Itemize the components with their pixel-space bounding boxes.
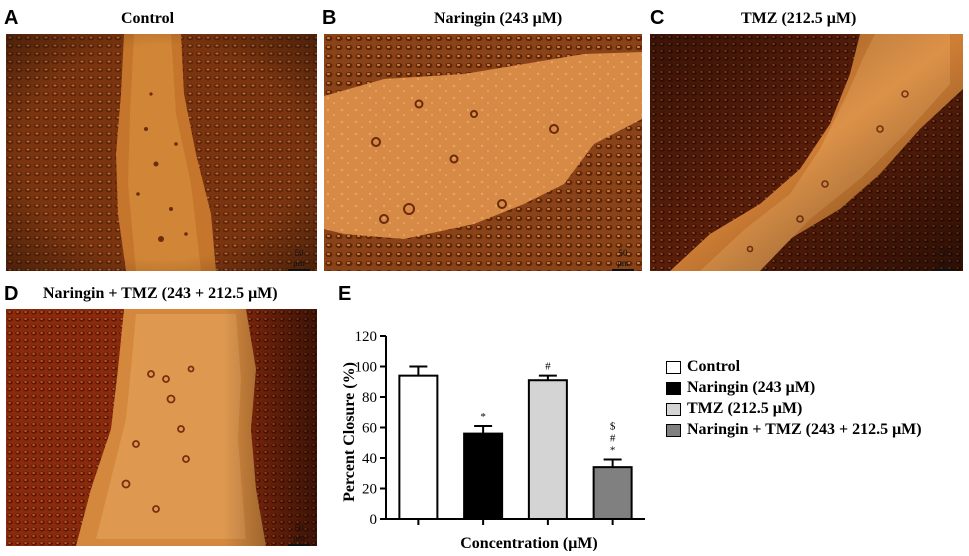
significance-marker: # — [610, 433, 616, 445]
significance-marker: * — [480, 411, 486, 423]
micrograph-naringin: 50 μm — [324, 34, 642, 271]
panel-letter-d: D — [4, 283, 19, 305]
scale-bar-a-label: 50 μm — [293, 248, 305, 268]
scale-bar-d-label: 50 μm — [293, 523, 305, 543]
panel-title-d: Naringin + TMZ (243 + 212.5 μM) — [43, 285, 278, 302]
micrograph-control: 50 μm — [6, 34, 317, 271]
percent-closure-chart: 0 20 40 60 80 100 120 * # $ # * Percent Closure (%… — [330, 310, 660, 552]
y-tick-label: 0 — [370, 512, 378, 528]
micrograph-naringin-image — [324, 34, 642, 271]
panel-letter-a: A — [4, 7, 19, 29]
chart-bars: *#$#* — [398, 361, 633, 521]
y-tick-label: 20 — [362, 482, 377, 498]
micrograph-tmz: 50 μm — [650, 34, 963, 271]
bar-4 — [592, 466, 633, 520]
scale-bar-b-label: 50 μm — [617, 248, 629, 268]
legend-label: TMZ (212.5 μM) — [687, 400, 803, 417]
panel-title-b: Naringin (243 μM) — [434, 10, 563, 27]
legend-swatch — [666, 360, 681, 374]
bar-3 — [527, 379, 568, 520]
y-tick-label: 60 — [362, 421, 377, 437]
legend-label: Control — [687, 358, 741, 375]
legend-label: Naringin (243 μM) — [687, 379, 816, 396]
legend-swatch — [666, 381, 681, 395]
y-tick-label: 120 — [355, 329, 378, 345]
legend-item: TMZ (212.5 μM) — [666, 399, 922, 419]
micrograph-control-image — [6, 34, 317, 271]
y-axis-label: Percent Closure (%) — [341, 362, 358, 502]
panel-title-c: TMZ (212.5 μM) — [741, 10, 857, 27]
y-tick-label: 100 — [355, 360, 378, 376]
scale-bar-c: 50 μm — [933, 248, 955, 271]
panel-letter-c: C — [650, 7, 665, 29]
micrograph-tmz-image — [650, 34, 963, 271]
chart-legend: Control Naringin (243 μM) TMZ (212.5 μM) Na… — [666, 357, 922, 441]
significance-marker: # — [545, 361, 551, 373]
bar-2 — [463, 432, 504, 520]
micrograph-combination: 50 μm — [6, 309, 317, 546]
panel-letter-e: E — [338, 283, 352, 305]
x-axis-label: Concentration (μM) — [460, 535, 597, 551]
legend-label: Naringin + TMZ (243 + 212.5 μM) — [687, 421, 922, 438]
scale-bar-b: 50 μm — [612, 248, 634, 271]
y-tick-label: 40 — [362, 451, 377, 467]
scale-bar-a: 50 μm — [288, 248, 310, 271]
legend-item: Naringin + TMZ (243 + 212.5 μM) — [666, 420, 922, 440]
micrograph-combination-image — [6, 309, 317, 546]
legend-swatch — [666, 402, 681, 416]
y-tick-label: 80 — [362, 390, 377, 406]
scale-bar-d: 50 μm — [288, 523, 310, 546]
significance-marker: $ — [610, 421, 616, 433]
bar-1 — [398, 374, 439, 521]
panel-title-a: Control — [121, 10, 175, 27]
legend-swatch — [666, 423, 681, 437]
significance-marker: * — [610, 445, 616, 457]
legend-item: Control — [666, 357, 922, 377]
scale-bar-c-label: 50 μm — [938, 248, 950, 268]
panel-letter-b: B — [322, 7, 337, 29]
legend-item: Naringin (243 μM) — [666, 378, 922, 398]
